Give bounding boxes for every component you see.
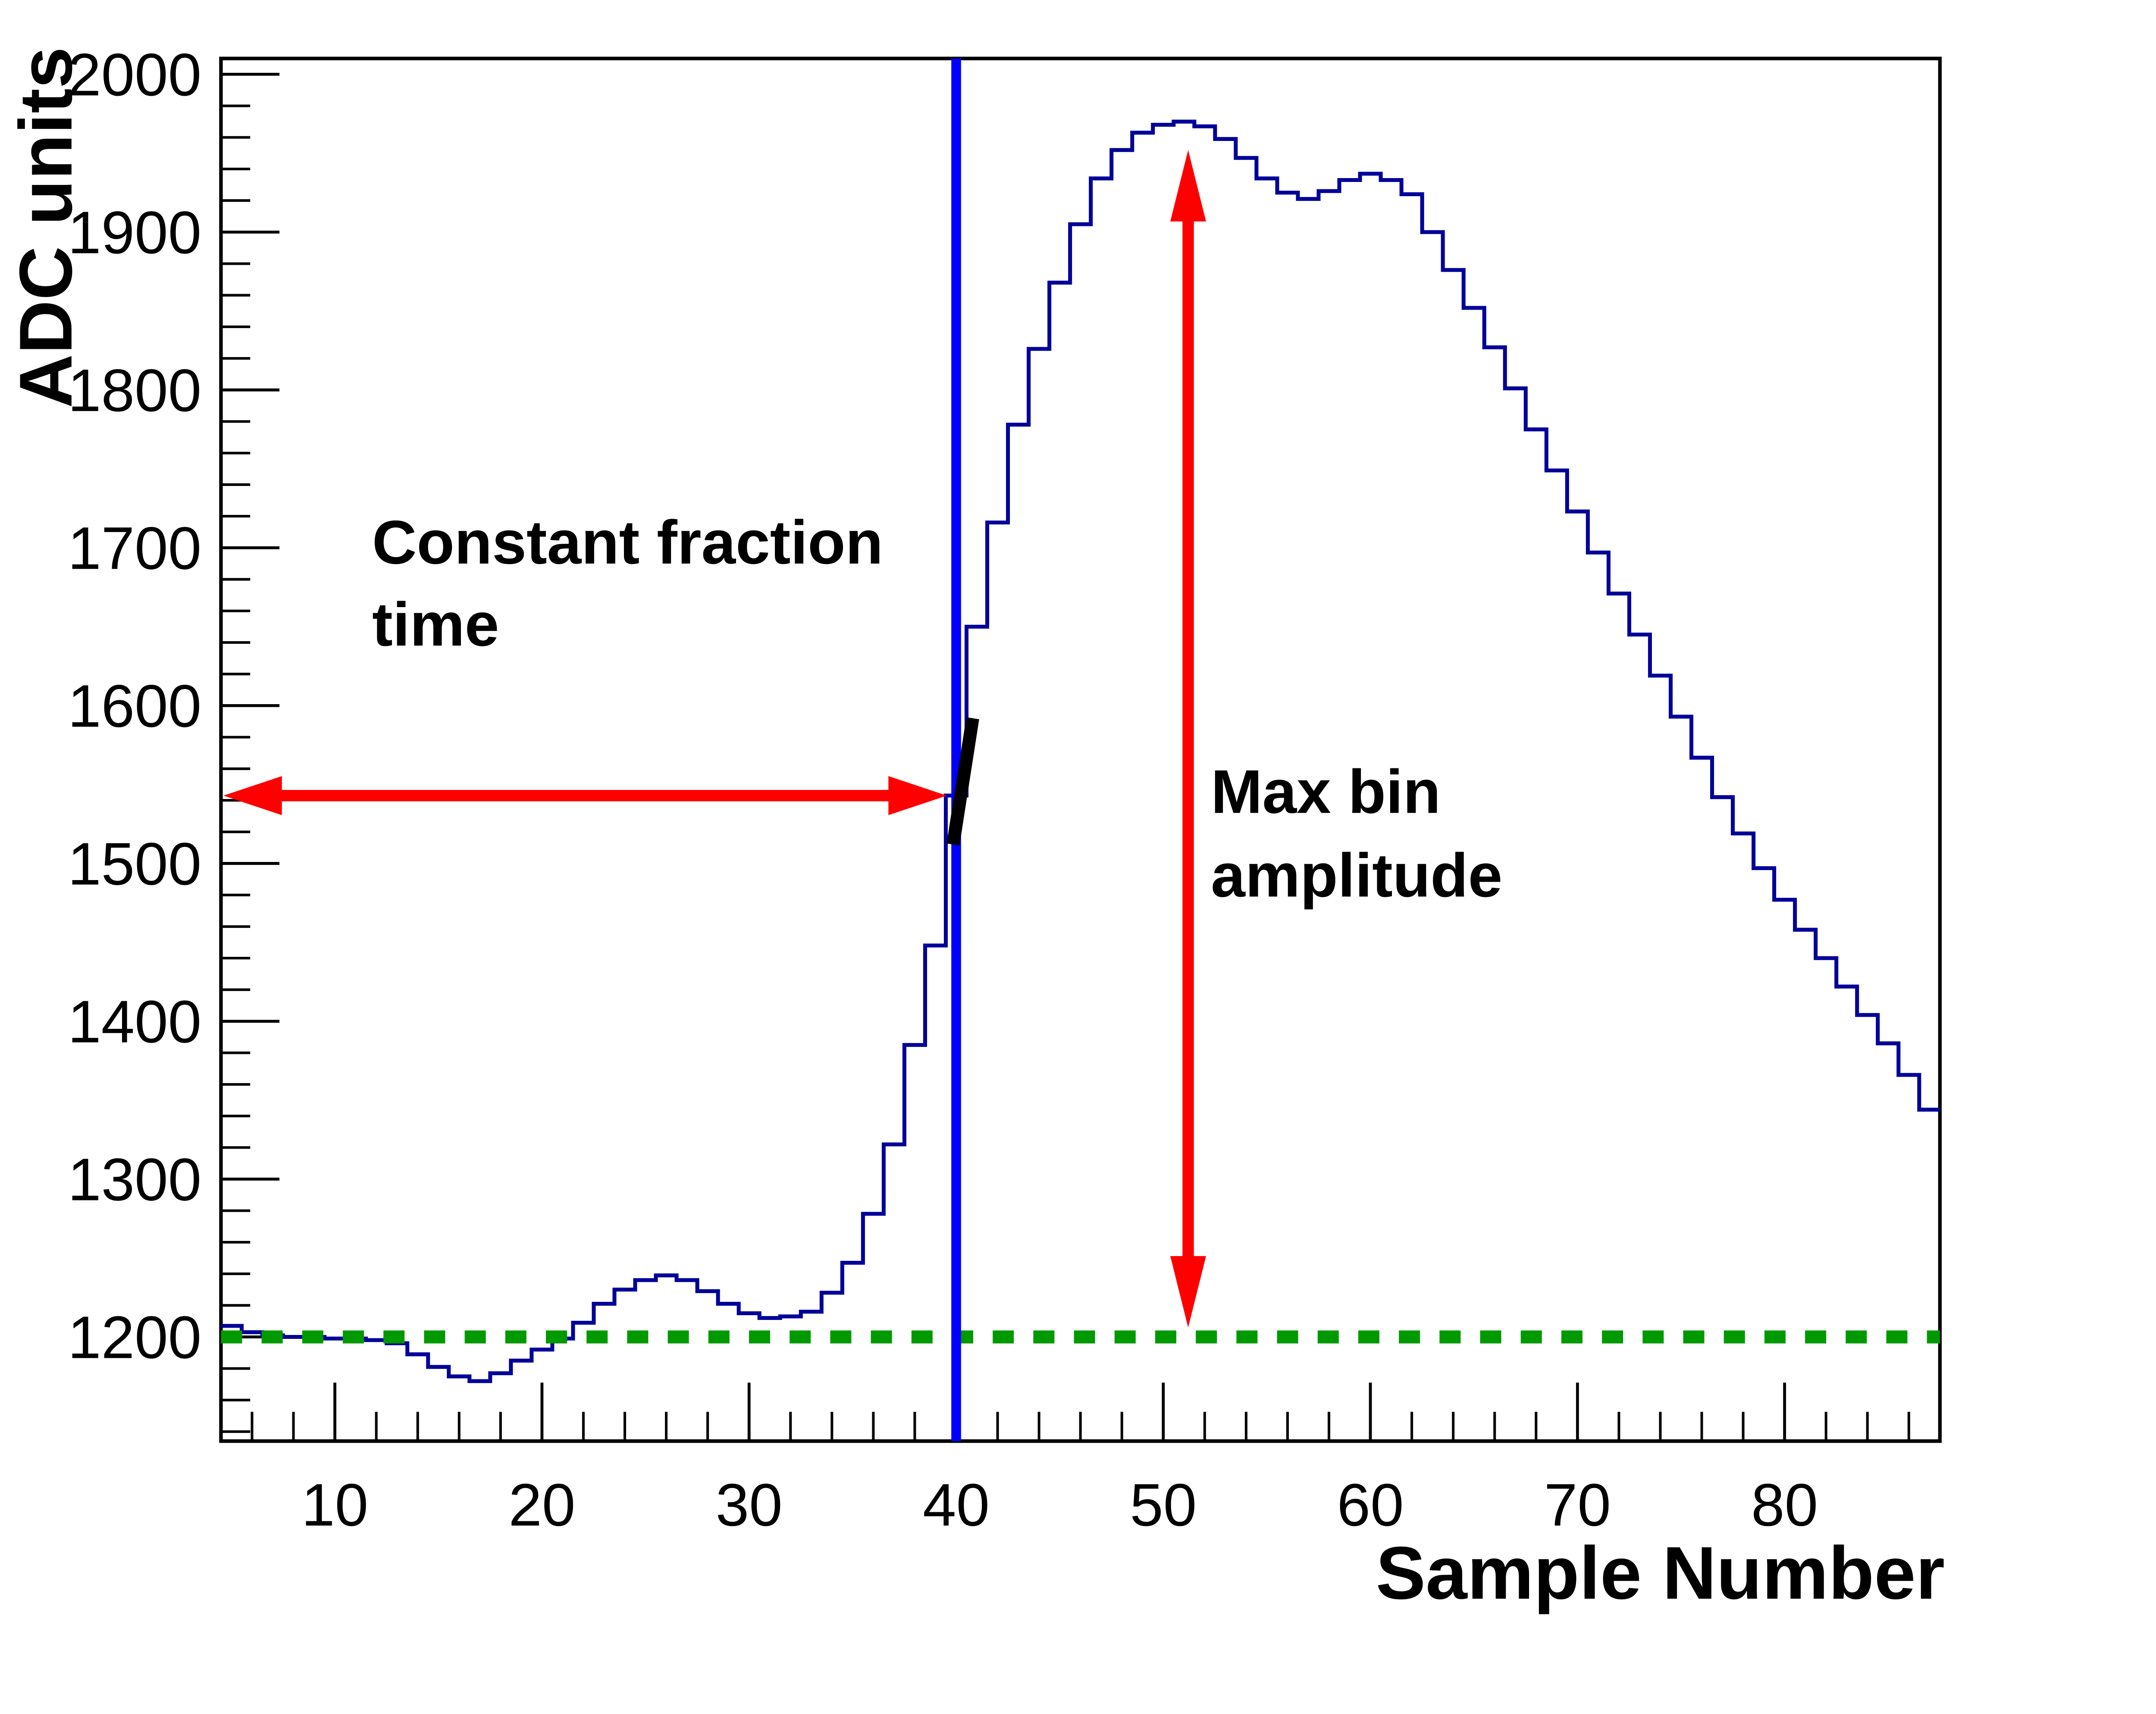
y-tick-label: 1200	[68, 1304, 201, 1371]
y-tick-label: 1400	[68, 988, 201, 1055]
max-bin-label-line1: Max bin	[1211, 757, 1441, 826]
x-tick-label: 10	[301, 1471, 368, 1539]
plot-background	[0, 0, 2156, 1615]
x-axis-title: Sample Number	[1376, 1531, 1945, 1615]
y-tick-label: 2000	[68, 41, 201, 108]
constant-fraction-label-line2: time	[372, 590, 499, 659]
y-tick-label: 1600	[68, 672, 201, 739]
y-tick-label: 1700	[68, 514, 201, 582]
x-tick-label: 40	[923, 1471, 990, 1539]
adc-waveform-chart: 10 20 30 40 50 60 70 80 1200 1300 1400 1500 1600 1700…	[0, 0, 2156, 1615]
waveform-series	[221, 119, 1940, 1383]
max-bin-amplitude-arrow	[1170, 150, 1206, 1328]
y-tick-label: 1900	[68, 199, 201, 266]
x-tick-label: 20	[508, 1471, 575, 1539]
constant-fraction-arrow	[223, 776, 947, 815]
y-tick-label: 1500	[68, 830, 201, 897]
max-bin-label-line2: amplitude	[1211, 841, 1502, 910]
cf-crossing-marker	[946, 717, 979, 846]
constant-fraction-label-line1: Constant fraction	[372, 508, 883, 577]
figure-canvas: 10 20 30 40 50 60 70 80 1200 1300 1400 1500 1600 1700…	[0, 0, 2156, 1615]
x-tick-label: 70	[1544, 1471, 1611, 1539]
y-axis-title: ADC units	[4, 47, 88, 408]
y-tick-label: 1800	[68, 357, 201, 424]
x-tick-label: 30	[716, 1471, 783, 1539]
y-tick-label: 1300	[68, 1146, 201, 1213]
x-tick-label: 50	[1130, 1471, 1197, 1539]
x-tick-label: 80	[1751, 1471, 1818, 1539]
x-tick-label: 60	[1337, 1471, 1404, 1539]
